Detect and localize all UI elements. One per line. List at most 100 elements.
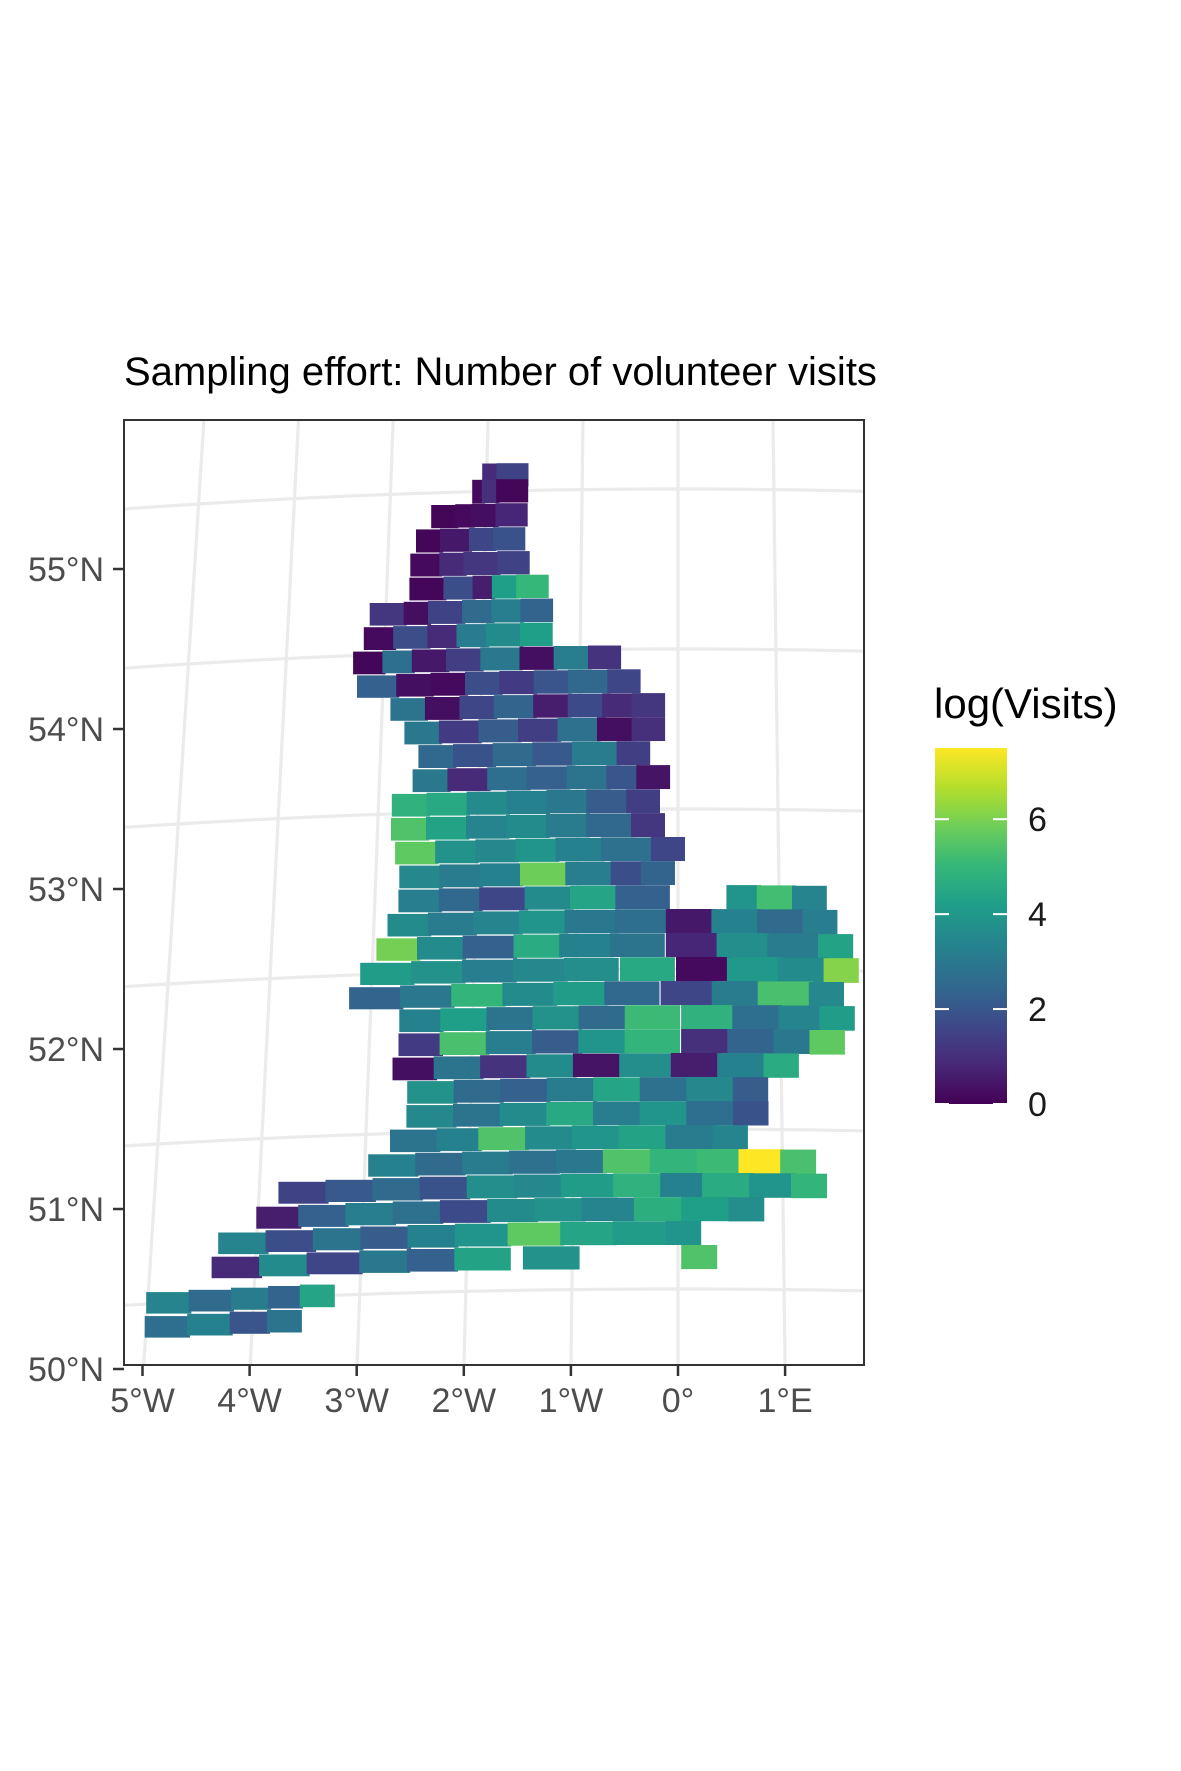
visit-cell bbox=[519, 646, 558, 670]
x-axis: 5°W 4°W 3°W 2°W 1°W 0° 1°E bbox=[110, 1365, 813, 1420]
visit-cell bbox=[588, 645, 622, 670]
visit-cell bbox=[463, 552, 501, 576]
visit-cell bbox=[593, 1101, 644, 1126]
visit-cell bbox=[519, 910, 569, 934]
visit-cell bbox=[681, 1005, 737, 1030]
visit-cell bbox=[534, 1198, 586, 1222]
visit-cell bbox=[229, 1311, 270, 1334]
visit-cell bbox=[631, 717, 666, 741]
visit-cell bbox=[631, 693, 666, 717]
visit-cell bbox=[416, 529, 444, 553]
visit-cell bbox=[454, 1247, 511, 1271]
visit-cell bbox=[732, 1077, 769, 1102]
plot-title: Sampling effort: Number of volunteer vis… bbox=[124, 350, 877, 394]
visit-cell bbox=[443, 576, 476, 600]
x-tick-label: 2°W bbox=[431, 1382, 496, 1420]
visit-cell bbox=[479, 863, 524, 887]
visit-cell bbox=[218, 1232, 269, 1255]
visit-cell bbox=[546, 1102, 597, 1126]
visit-cell bbox=[400, 985, 455, 1008]
visit-cell bbox=[306, 1252, 363, 1275]
x-tick-label: 0° bbox=[662, 1382, 695, 1420]
visit-cell bbox=[466, 791, 510, 815]
visit-cell bbox=[660, 981, 716, 1006]
visit-cell bbox=[440, 1008, 490, 1031]
visit-cell bbox=[349, 987, 404, 1010]
visit-cell bbox=[451, 984, 506, 1007]
visit-cell bbox=[626, 789, 660, 814]
visit-cell bbox=[390, 698, 428, 721]
visit-cell bbox=[398, 1033, 443, 1057]
x-tick-label: 5°W bbox=[110, 1382, 175, 1420]
visit-cell bbox=[619, 1053, 675, 1077]
visit-cell bbox=[757, 981, 814, 1007]
visit-cell bbox=[427, 912, 477, 936]
visit-cell bbox=[532, 1006, 583, 1030]
visit-cell bbox=[733, 1101, 769, 1126]
visit-cell bbox=[391, 817, 430, 841]
panel-border bbox=[123, 419, 865, 1366]
visit-cell bbox=[462, 959, 517, 983]
visit-cell bbox=[556, 1149, 607, 1174]
visit-cell bbox=[360, 1226, 412, 1249]
visit-cell bbox=[716, 933, 772, 958]
visit-cell bbox=[387, 913, 432, 937]
visit-cell bbox=[486, 1007, 537, 1031]
legend-tick-label: 4 bbox=[1028, 896, 1047, 934]
x-tick-label: 4°W bbox=[217, 1382, 282, 1420]
visit-cell bbox=[412, 769, 451, 793]
visit-cell bbox=[363, 627, 397, 650]
y-axis: 50°N 51°N 52°N 53°N 54°N 55°N bbox=[28, 551, 124, 1389]
visit-cell bbox=[520, 598, 554, 622]
visit-cell bbox=[727, 1029, 778, 1054]
visit-cell bbox=[602, 1149, 654, 1173]
visit-cell bbox=[513, 958, 568, 982]
visit-cell bbox=[618, 1125, 670, 1149]
visit-cell bbox=[524, 886, 574, 910]
visit-cell bbox=[428, 601, 466, 624]
visit-cell bbox=[570, 885, 620, 910]
visit-cell bbox=[480, 647, 523, 671]
visit-cell bbox=[475, 839, 520, 863]
visit-cell bbox=[610, 933, 665, 957]
visit-cell bbox=[407, 1081, 458, 1104]
visit-cell bbox=[581, 1197, 638, 1222]
visit-cell bbox=[411, 961, 466, 984]
visit-cell bbox=[502, 982, 558, 1006]
graticule-meridian bbox=[866, 331, 895, 1451]
visit-cell bbox=[471, 503, 499, 528]
visit-cell bbox=[533, 670, 572, 694]
visit-cell bbox=[636, 765, 671, 789]
visit-cell bbox=[616, 741, 651, 765]
visit-cell bbox=[681, 1245, 718, 1270]
y-tick-label: 50°N bbox=[28, 1351, 104, 1389]
visit-cell bbox=[633, 1197, 686, 1221]
visit-cell bbox=[499, 1102, 551, 1126]
visit-cell bbox=[491, 599, 524, 623]
visit-cell bbox=[763, 1053, 799, 1078]
visit-cell bbox=[604, 981, 660, 1005]
visit-cell bbox=[516, 574, 549, 599]
visit-cell bbox=[211, 1256, 263, 1279]
visit-cell bbox=[462, 600, 495, 624]
visit-cell bbox=[578, 1029, 629, 1054]
visit-cell bbox=[564, 909, 620, 934]
graticule-meridian bbox=[29, 351, 115, 1471]
visit-cell bbox=[485, 623, 524, 647]
visit-cell bbox=[546, 814, 590, 838]
visit-cell bbox=[624, 1005, 680, 1029]
visit-cell bbox=[462, 935, 517, 959]
visit-cell bbox=[572, 1053, 624, 1078]
visit-cell bbox=[431, 505, 459, 529]
visit-cell bbox=[818, 934, 854, 959]
visit-cell bbox=[696, 1149, 743, 1174]
visit-cell bbox=[749, 1173, 796, 1198]
legend-ticks: 0 2 4 6 bbox=[935, 801, 1047, 1124]
visit-cell bbox=[440, 528, 473, 552]
visit-cell bbox=[555, 837, 605, 862]
visit-cell bbox=[712, 1125, 748, 1150]
visit-cell bbox=[640, 861, 675, 885]
legend-tick-label: 0 bbox=[1028, 1086, 1047, 1124]
visit-cell bbox=[513, 1174, 565, 1198]
graticule-meridian bbox=[142, 420, 206, 1365]
